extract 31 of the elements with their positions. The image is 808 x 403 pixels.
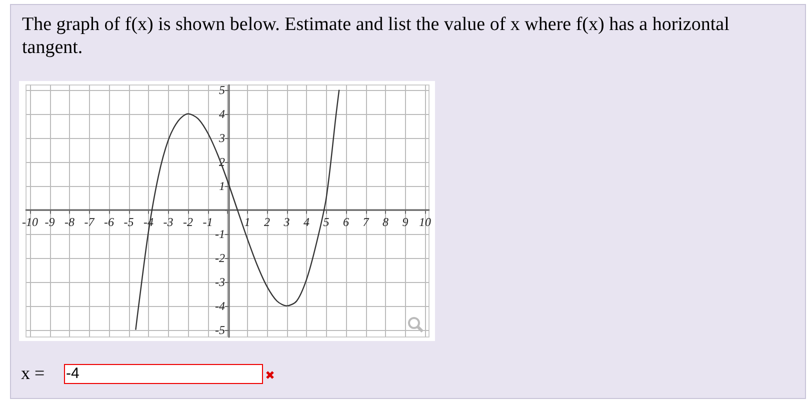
x-tick-label: 4: [304, 214, 310, 229]
x-tick-label: -7: [84, 214, 96, 229]
x-tick-label: -10: [22, 214, 38, 229]
y-tick-label: 5: [219, 82, 226, 97]
y-tick-label: 1: [219, 178, 226, 193]
y-tick-label: -3: [215, 274, 226, 289]
y-tick-label: -2: [215, 250, 226, 265]
x-tick-label: 8: [382, 214, 389, 229]
x-tick-label: -6: [104, 214, 114, 229]
text-field: -4: [64, 364, 263, 384]
x-tick-label: 6: [343, 214, 350, 229]
x-tick-label: -1: [202, 214, 213, 229]
y-tick-label: 4: [219, 106, 226, 121]
x-tick-label: 2: [264, 214, 270, 229]
y-tick-label: -4: [215, 298, 226, 313]
x-tick-label: 1: [244, 214, 250, 229]
x-tick-label: -8: [64, 214, 75, 229]
x-tick-label: 3: [282, 214, 290, 229]
x-tick-label: -3: [163, 214, 174, 229]
chart-title: The graph of f(x) is shown below. Estimate and list the value of x where f(x) has a horizontal tangent.: [22, 13, 730, 59]
x-tick-label: 10: [419, 214, 432, 229]
y-tick-label: -5: [215, 322, 226, 337]
x-tick-label: 7: [362, 214, 370, 229]
y-tick-label: 3: [218, 130, 226, 145]
x-tick-label: -9: [44, 214, 55, 229]
x-tick-label: 5: [323, 214, 330, 229]
text: x =: [21, 363, 45, 384]
x-tick-label: 9: [402, 214, 408, 229]
x-tick-label: -2: [183, 214, 194, 229]
x-tick-label: -5: [124, 214, 134, 229]
y-tick-label: -1: [215, 226, 226, 241]
